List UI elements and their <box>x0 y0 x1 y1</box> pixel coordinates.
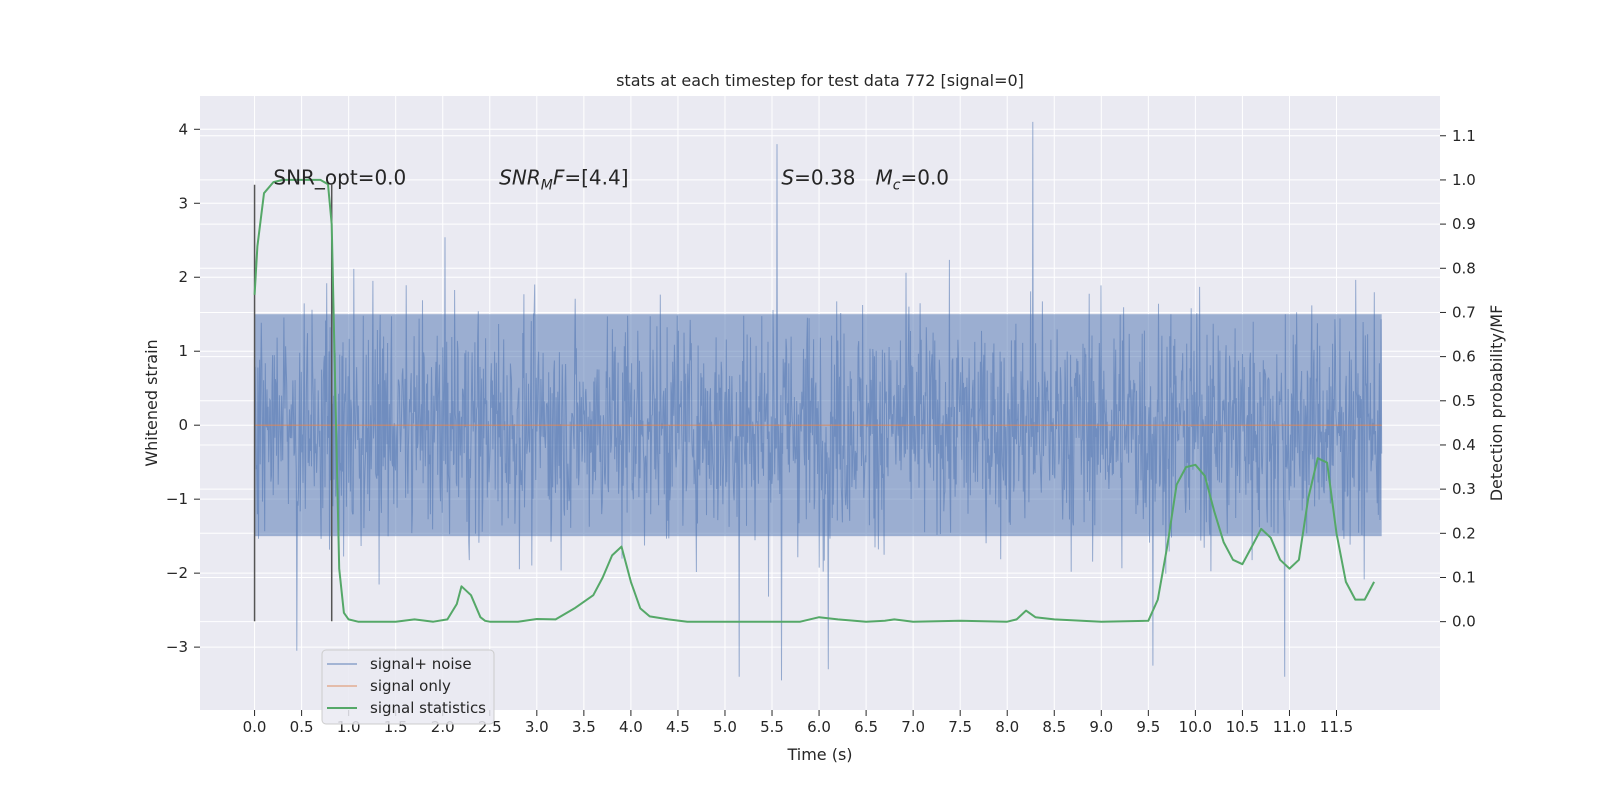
legend-box <box>321 649 495 725</box>
x-tick-label: 6.5 <box>854 718 878 736</box>
x-tick-label: 11.0 <box>1273 718 1306 736</box>
y-left-tick-label: −2 <box>166 564 188 582</box>
y-right-tick-label: 0.8 <box>1452 259 1476 277</box>
y-right-tick-label: 0.2 <box>1452 524 1476 542</box>
legend-label: signal statistics <box>370 699 486 717</box>
annotations: SNR_opt=0.0 SNRMF=[4.4] S=0.38 Mc=0.0 <box>273 165 949 193</box>
x-tick-label: 11.5 <box>1320 718 1353 736</box>
x-tick-label: 9.5 <box>1136 718 1160 736</box>
y-left-tick-label: 0 <box>178 416 188 434</box>
annotation-mc: Mc=0.0 <box>876 165 950 193</box>
x-tick-label: 0.5 <box>290 718 314 736</box>
x-tick-label: 3.0 <box>525 718 549 736</box>
y-right-tick-label: 0.4 <box>1452 436 1476 454</box>
y-right-tick-label: 0.1 <box>1452 568 1476 586</box>
y-axis-right-label: Detection probability/MF <box>1487 305 1506 502</box>
legend: signal+ noise signal only signal statistic… <box>321 649 495 725</box>
y-left-tick-label: 2 <box>178 268 188 286</box>
x-tick-label: 6.0 <box>807 718 831 736</box>
y-right-tick-label: 0.5 <box>1452 392 1476 410</box>
x-tick-label: 8.0 <box>995 718 1019 736</box>
x-tick-label: 9.0 <box>1089 718 1113 736</box>
y-left-tick-label: 3 <box>178 194 188 212</box>
y-right-tick-label: 0.6 <box>1452 348 1476 366</box>
annotation-snr-opt: SNR_opt=0.0 <box>273 165 406 189</box>
legend-label: signal only <box>370 677 451 695</box>
annotation-snr-mf: SNRMF=[4.4] <box>499 165 628 193</box>
axes: 0.0 0.5 1.0 1.5 2.0 2.5 3.0 3.5 4.0 4.5 5.0 5.5 6.0 6… <box>142 71 1506 764</box>
x-tick-label: 4.5 <box>666 718 690 736</box>
x-tick-label: 10.0 <box>1179 718 1212 736</box>
x-tick-label: 10.5 <box>1226 718 1259 736</box>
y-right-tick-label: 0.7 <box>1452 303 1476 321</box>
y-left-tick-label: 4 <box>178 120 188 138</box>
y-axis-left-label: Whitened strain <box>142 339 161 466</box>
x-tick-label: 8.5 <box>1042 718 1066 736</box>
y-right-tick-label: 0.3 <box>1452 480 1476 498</box>
y-left-tick-label: −3 <box>166 638 188 656</box>
signal-statistics-line <box>253 178 1375 623</box>
series-signal-statistics <box>253 178 1375 623</box>
x-tick-label: 3.5 <box>572 718 596 736</box>
x-tick-label: 5.0 <box>713 718 737 736</box>
y-right-tick-label: 0.9 <box>1452 215 1476 233</box>
y-left-tick-label: 1 <box>178 342 188 360</box>
y-left-tick-label: −1 <box>166 490 188 508</box>
x-tick-label: 5.5 <box>760 718 784 736</box>
y-right-tick-label: 0.0 <box>1452 613 1476 631</box>
y-right-tick-label: 1.1 <box>1452 127 1476 145</box>
annotation-s: S=0.38 <box>781 165 855 189</box>
x-axis-label: Time (s) <box>786 745 852 764</box>
noise-line <box>254 121 1383 681</box>
x-tick-label: 7.5 <box>948 718 972 736</box>
x-tick-label: 0.0 <box>243 718 267 736</box>
x-tick-label: 4.0 <box>619 718 643 736</box>
legend-label: signal+ noise <box>370 655 472 673</box>
x-tick-label: 7.0 <box>901 718 925 736</box>
y-right-tick-label: 1.0 <box>1452 171 1476 189</box>
chart-title: stats at each timestep for test data 772… <box>616 71 1024 90</box>
